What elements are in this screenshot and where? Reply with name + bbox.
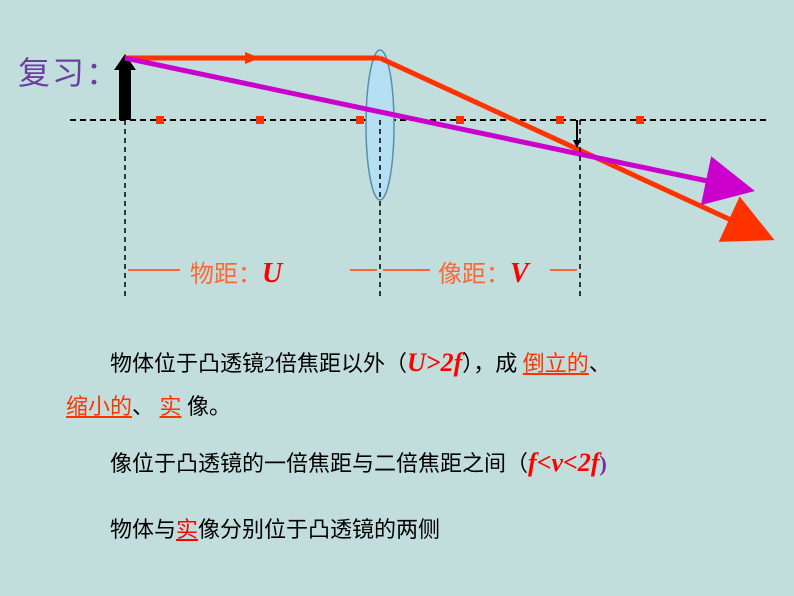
v-var: V bbox=[510, 258, 529, 289]
object-arrow bbox=[114, 54, 136, 120]
description-2: 像位于凸透镜的一倍焦距与二倍焦距之间（f<v<2f) bbox=[66, 440, 786, 487]
u-var: U bbox=[262, 258, 282, 289]
u-prefix: 物距： bbox=[190, 262, 262, 288]
image-distance-label: 像距：V bbox=[438, 254, 529, 290]
ray-center bbox=[125, 58, 750, 190]
object-distance-label: 物距：U bbox=[190, 254, 282, 290]
description-1: 物体位于凸透镜2倍焦距以外（U>2f），成 倒立的、 缩小的、 实 像。 bbox=[66, 340, 746, 426]
lens-diagram bbox=[70, 40, 780, 300]
v-prefix: 像距： bbox=[438, 262, 510, 288]
description-3: 物体与实像分别位于凸透镜的两侧 bbox=[66, 510, 746, 550]
